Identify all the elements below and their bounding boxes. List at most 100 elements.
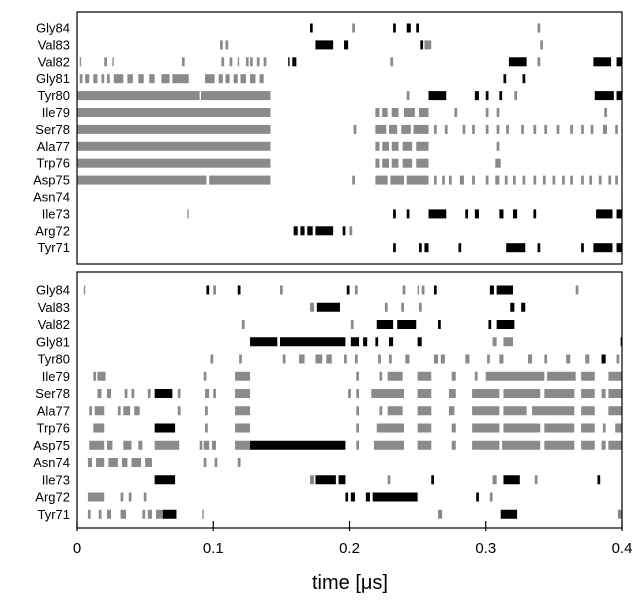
contact-segment bbox=[77, 158, 271, 168]
contact-segment bbox=[138, 74, 144, 84]
contact-segment bbox=[500, 509, 518, 519]
contact-segment bbox=[448, 389, 456, 398]
contact-segment bbox=[378, 354, 381, 364]
contact-segment bbox=[349, 226, 353, 236]
contact-segment bbox=[134, 406, 140, 416]
contact-segment bbox=[241, 320, 245, 329]
residue-label: Ile79 bbox=[42, 105, 70, 120]
contact-segment bbox=[513, 209, 518, 219]
contact-segment bbox=[616, 243, 622, 253]
contact-segment bbox=[402, 158, 413, 168]
contact-segment bbox=[93, 74, 98, 84]
contact-segment bbox=[346, 285, 350, 295]
contact-segment bbox=[299, 354, 305, 364]
contact-segment bbox=[309, 23, 313, 33]
contact-segment bbox=[138, 440, 143, 450]
contact-segment bbox=[418, 108, 429, 117]
contact-segment bbox=[98, 509, 102, 519]
contact-segment bbox=[597, 475, 601, 485]
contact-segment bbox=[363, 337, 368, 347]
contact-segment bbox=[404, 108, 415, 117]
contact-segment bbox=[542, 175, 546, 185]
contact-segment bbox=[203, 371, 207, 381]
contact-segment bbox=[375, 337, 379, 347]
contact-segment bbox=[365, 492, 370, 502]
residue-label: Val82 bbox=[38, 54, 70, 69]
contact-segment bbox=[256, 57, 260, 67]
x-tick-label: 0.3 bbox=[475, 540, 496, 557]
residue-label: Trp76 bbox=[37, 421, 70, 436]
contact-segment bbox=[113, 74, 124, 84]
contact-segment bbox=[199, 440, 203, 450]
contact-segment bbox=[375, 124, 387, 134]
contact-segment bbox=[387, 475, 391, 485]
contact-segment bbox=[89, 440, 105, 450]
residue-label: Trp76 bbox=[37, 156, 70, 171]
contact-segment bbox=[503, 423, 541, 433]
contact-segment bbox=[154, 389, 173, 398]
contact-segment bbox=[508, 57, 527, 67]
contact-segment bbox=[570, 175, 573, 185]
contact-segment bbox=[514, 91, 518, 101]
contact-segment bbox=[213, 389, 216, 398]
contact-segment bbox=[544, 389, 575, 398]
contact-segment bbox=[237, 285, 241, 295]
residue-label: Asn74 bbox=[33, 190, 70, 205]
contact-segment bbox=[221, 57, 225, 67]
contact-segment bbox=[352, 175, 355, 185]
residue-label: Val83 bbox=[38, 300, 70, 315]
contact-segment bbox=[121, 458, 128, 467]
contact-segment bbox=[487, 354, 490, 364]
contact-segment bbox=[428, 91, 447, 101]
contact-segment bbox=[448, 406, 455, 416]
contact-segment bbox=[417, 406, 432, 416]
contact-segment bbox=[106, 74, 110, 84]
contact-segment bbox=[601, 354, 606, 364]
contact-segment bbox=[393, 243, 396, 253]
contact-segment bbox=[309, 475, 315, 485]
contact-segment bbox=[123, 440, 132, 450]
contact-segment bbox=[417, 337, 422, 347]
contact-segment bbox=[131, 458, 142, 467]
residue-label: Ile79 bbox=[42, 369, 70, 384]
contact-segment bbox=[374, 440, 404, 450]
contact-segment bbox=[604, 108, 608, 117]
contact-segment bbox=[390, 175, 405, 185]
contact-segment bbox=[384, 302, 388, 312]
contact-segment bbox=[393, 209, 396, 219]
contact-segment bbox=[596, 209, 613, 219]
contact-segment bbox=[620, 337, 622, 347]
contact-segment bbox=[499, 209, 504, 219]
contact-segment bbox=[513, 175, 516, 185]
contact-segment bbox=[240, 74, 246, 84]
contact-segment bbox=[326, 354, 332, 364]
contact-segment bbox=[376, 423, 404, 433]
contact-segment bbox=[581, 175, 584, 185]
residue-label: Gly81 bbox=[36, 334, 70, 349]
contact-segment bbox=[177, 406, 181, 416]
contact-segment bbox=[218, 74, 223, 84]
contact-segment bbox=[438, 320, 441, 329]
contact-segment bbox=[442, 175, 445, 185]
contact-segment bbox=[424, 40, 432, 50]
contact-segment bbox=[391, 158, 399, 168]
contact-segment bbox=[440, 354, 445, 364]
contact-segment bbox=[235, 389, 251, 398]
contact-segment bbox=[354, 354, 358, 364]
contact-segment bbox=[147, 509, 152, 519]
contact-segment bbox=[472, 440, 500, 450]
contact-segment bbox=[149, 74, 155, 84]
contact-segment bbox=[127, 74, 133, 84]
contact-segment bbox=[581, 406, 595, 416]
panel-frame bbox=[76, 11, 623, 265]
contact-segment bbox=[376, 320, 394, 329]
contact-segment bbox=[503, 337, 513, 347]
contact-segment bbox=[342, 226, 346, 236]
contact-segment bbox=[418, 302, 422, 312]
contact-segment bbox=[94, 406, 105, 416]
contact-segment bbox=[356, 371, 360, 381]
contact-segment bbox=[416, 23, 419, 33]
contact-segment bbox=[433, 124, 437, 134]
contact-segment bbox=[181, 57, 185, 67]
